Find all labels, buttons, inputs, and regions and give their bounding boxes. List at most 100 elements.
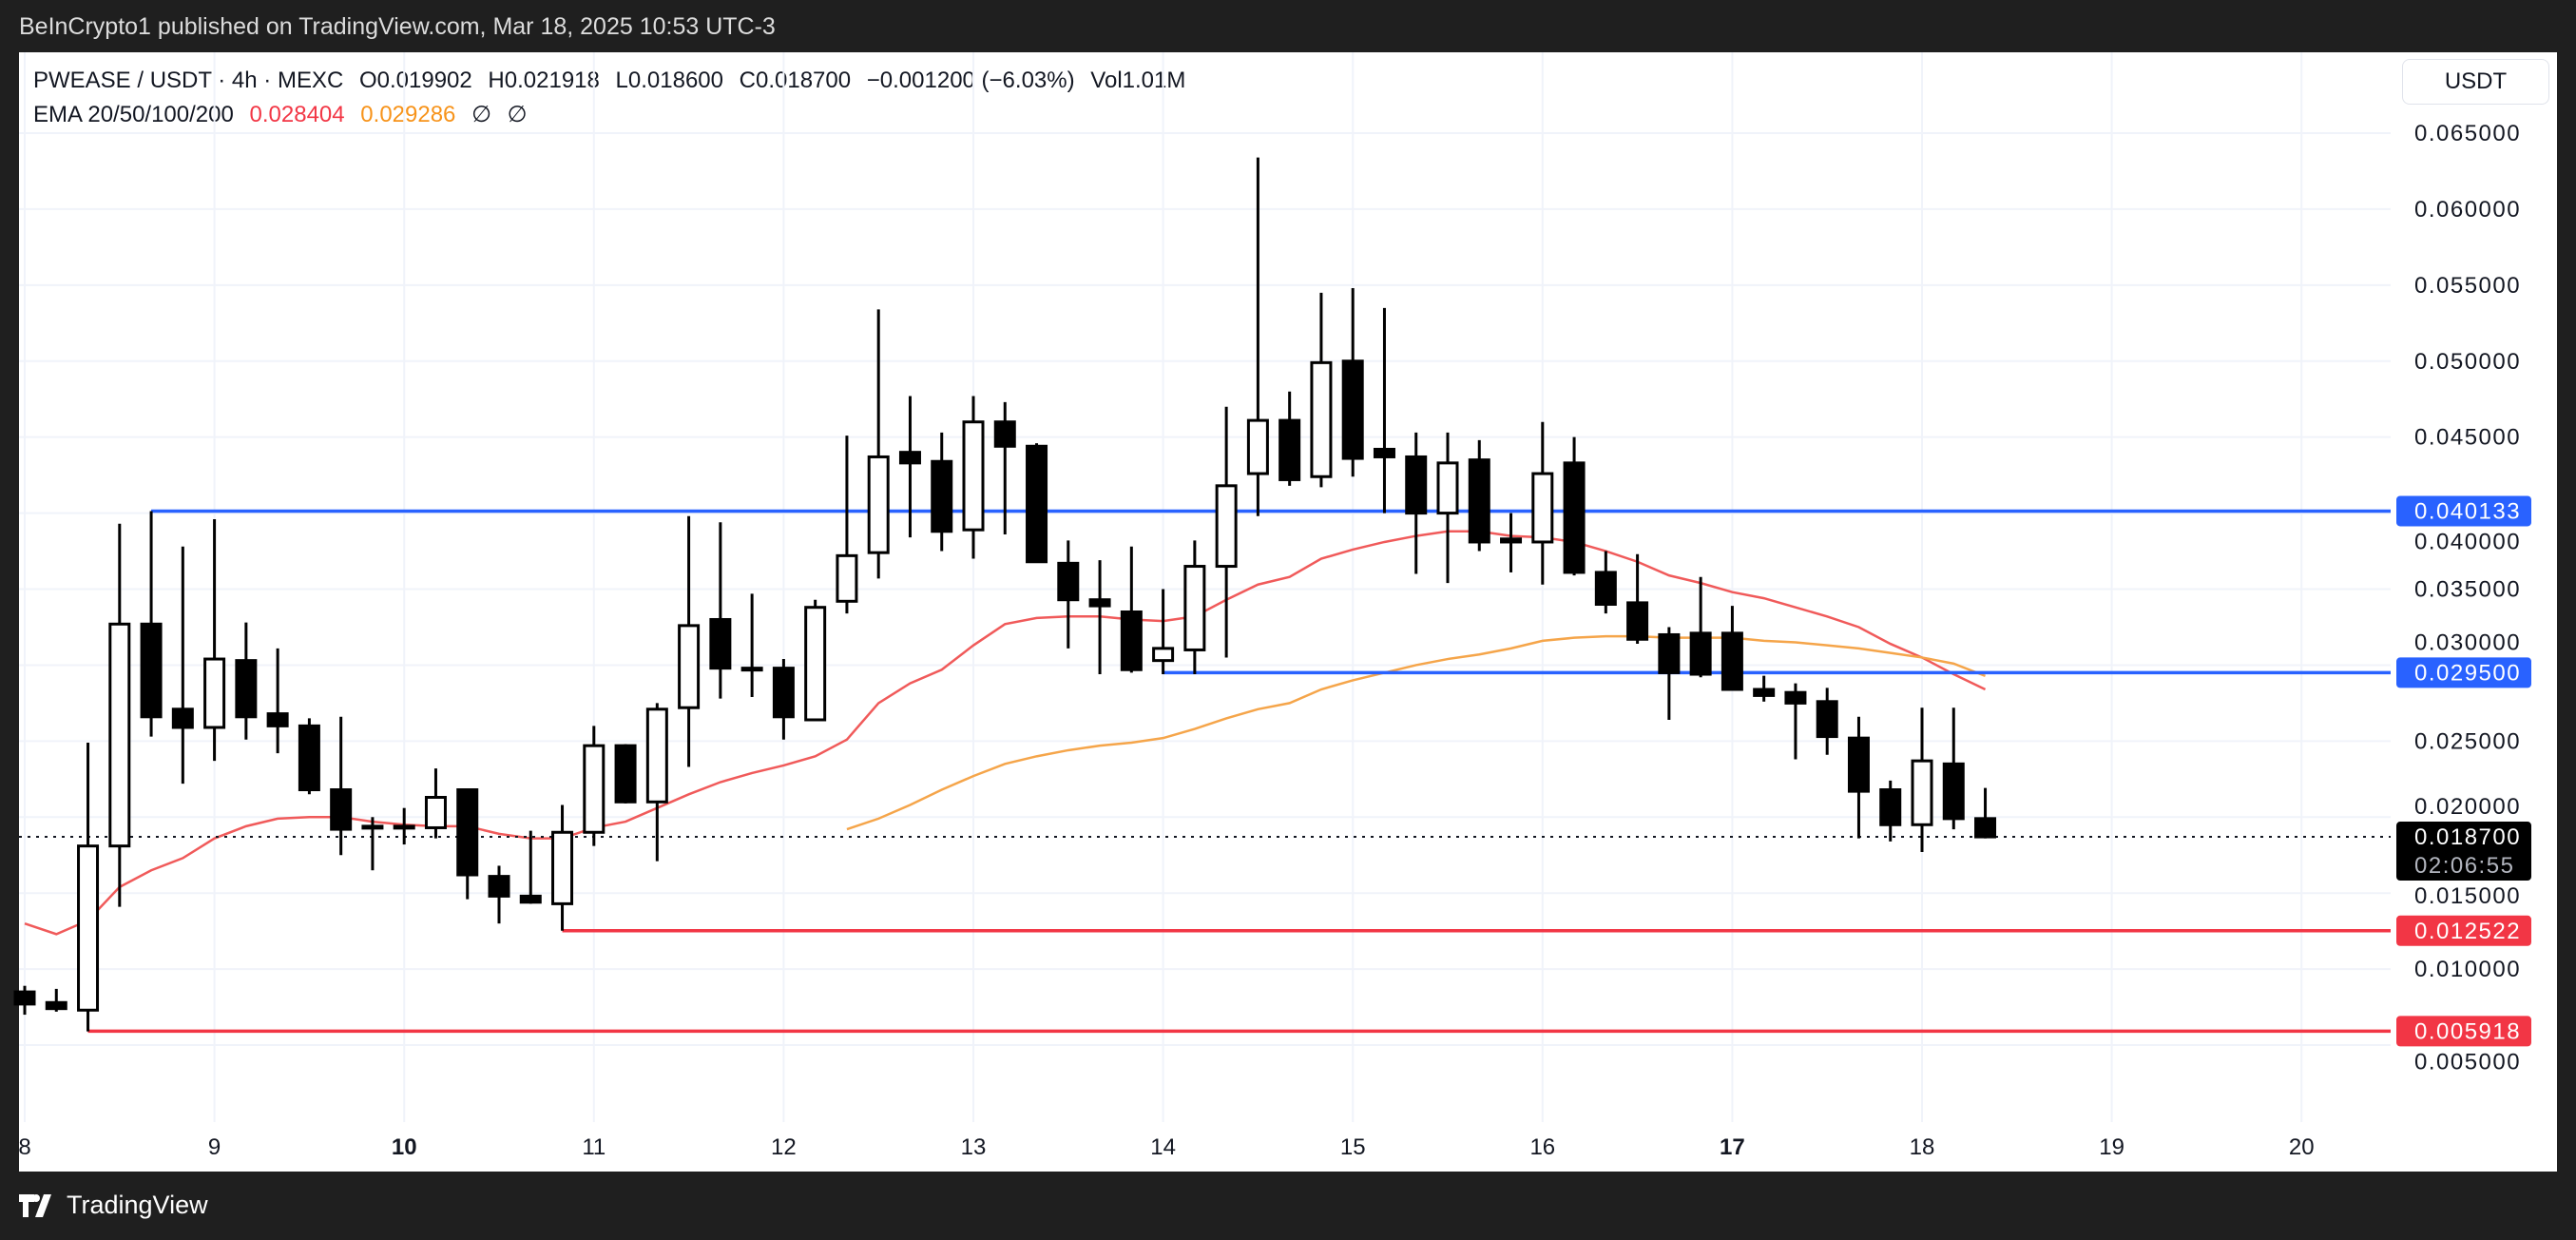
price-tick-label: 0.040000 <box>2414 529 2521 554</box>
candle-bearish[interactable] <box>1057 561 1080 602</box>
candle-bearish[interactable] <box>1594 571 1617 607</box>
tradingview-logo[interactable]: TradingView <box>19 1191 208 1220</box>
candle-bearish[interactable] <box>614 744 637 804</box>
candle-bullish[interactable] <box>867 455 890 554</box>
support-price-tag-label: 0.005918 <box>2414 1018 2521 1044</box>
candle-bearish[interactable] <box>1278 418 1301 481</box>
candle-bullish[interactable] <box>1152 647 1175 663</box>
price-tick-label: 0.045000 <box>2414 425 2521 451</box>
bar-countdown-label: 02:06:55 <box>2414 853 2514 879</box>
date-tick-label: 13 <box>961 1134 987 1160</box>
ohlc-open: O0.019902 <box>358 68 472 93</box>
candle-bullish[interactable] <box>551 830 574 905</box>
candle-bullish[interactable] <box>361 824 384 830</box>
candle-bearish[interactable] <box>1120 610 1143 671</box>
brand-name: TradingView <box>67 1191 208 1219</box>
resistance-price-tag-label: 0.040133 <box>2414 498 2521 524</box>
candle-bullish[interactable] <box>1310 360 1333 478</box>
ema-legend: EMA 20/50/100/200 0.028404 0.029286 ∅ ∅ <box>33 101 537 128</box>
candle-bearish[interactable] <box>330 788 353 831</box>
price-tick-label: 0.025000 <box>2414 728 2521 754</box>
candle-bullish[interactable] <box>424 796 447 829</box>
price-tick-label: 0.065000 <box>2414 121 2521 146</box>
currency-button[interactable]: USDT <box>2402 59 2549 105</box>
candle-bullish[interactable] <box>203 657 226 729</box>
candle-bearish[interactable] <box>1847 736 1870 793</box>
candle-bearish[interactable] <box>709 617 732 670</box>
candle-bearish[interactable] <box>993 420 1016 448</box>
date-tick-label: 17 <box>1720 1134 1745 1160</box>
candle-bearish[interactable] <box>1658 632 1681 674</box>
date-tick-label: 9 <box>208 1134 221 1160</box>
date-tick-label: 18 <box>1910 1134 1935 1160</box>
candle-bullish[interactable] <box>836 553 858 603</box>
candle-bearish[interactable] <box>1879 788 1902 826</box>
candle-bearish[interactable] <box>1784 690 1807 705</box>
candle-bullish[interactable] <box>108 622 131 848</box>
support-price-tag <box>2396 1016 2531 1047</box>
volume: Vol1.01M <box>1090 68 1186 93</box>
candle-bearish[interactable] <box>931 459 953 533</box>
price-change: −0.001200 (−6.03%) <box>866 68 1075 93</box>
ohlc-low: L0.018600 <box>615 68 723 93</box>
resistance-price-tag <box>2396 657 2531 688</box>
candle-bearish[interactable] <box>1088 598 1111 608</box>
candle-bullish[interactable] <box>645 707 668 804</box>
candle-bullish[interactable] <box>804 606 827 722</box>
candle-bearish[interactable] <box>1468 458 1490 544</box>
price-tick-label: 0.035000 <box>2414 577 2521 603</box>
candle-bearish[interactable] <box>898 451 921 465</box>
last-price-tag <box>2396 822 2531 882</box>
support-price-tag-label: 0.012522 <box>2414 919 2521 944</box>
candle-bullish[interactable] <box>1215 484 1238 569</box>
candle-bullish[interactable] <box>1183 565 1206 651</box>
candle-bearish[interactable] <box>519 894 542 904</box>
candle-bearish[interactable] <box>298 724 320 792</box>
candle-bearish[interactable] <box>1689 631 1712 676</box>
candle-bearish[interactable] <box>488 875 510 898</box>
candle-bullish[interactable] <box>1531 472 1554 544</box>
candle-bullish[interactable] <box>962 420 985 532</box>
candle-bearish[interactable] <box>1026 444 1048 564</box>
candle-bearish[interactable] <box>1563 461 1586 574</box>
candle-bearish[interactable] <box>45 1000 67 1011</box>
candle-bearish[interactable] <box>1816 700 1838 739</box>
candle-bearish[interactable] <box>140 622 163 719</box>
candle-bearish[interactable] <box>1405 455 1428 515</box>
ohlc-close: C0.018700 <box>739 68 852 93</box>
candle-bearish[interactable] <box>1373 447 1395 458</box>
candle-bullish[interactable] <box>583 744 606 834</box>
ema50-line <box>846 634 1986 831</box>
candle-bearish[interactable] <box>235 659 258 719</box>
candle-bearish[interactable] <box>772 667 795 719</box>
price-tick-label: 0.030000 <box>2414 630 2521 655</box>
candle-bearish[interactable] <box>1721 631 1743 691</box>
candle-bearish[interactable] <box>1500 537 1523 544</box>
candle-bullish[interactable] <box>1246 418 1269 475</box>
candle-bearish[interactable] <box>1626 601 1649 641</box>
date-tick-label: 14 <box>1150 1134 1176 1160</box>
candle-bullish[interactable] <box>678 624 701 709</box>
date-tick-label: 10 <box>392 1134 417 1160</box>
candle-bullish[interactable] <box>393 824 415 830</box>
candle-bullish[interactable] <box>1911 759 1933 826</box>
ohlc-high: H0.021918 <box>488 68 600 93</box>
ema50-value: 0.029286 <box>360 102 456 127</box>
candle-bullish[interactable] <box>1436 461 1459 515</box>
candle-bearish[interactable] <box>1974 817 1997 839</box>
candle-bearish[interactable] <box>1942 762 1965 821</box>
candle-bearish[interactable] <box>740 667 763 672</box>
candle-bearish[interactable] <box>171 707 194 729</box>
right-border <box>2557 52 2576 1172</box>
ema-label[interactable]: EMA 20/50/100/200 <box>33 102 234 127</box>
candle-bearish[interactable] <box>13 990 36 1006</box>
chart-panel[interactable]: PWEASE / USDT · 4h · MEXC O0.019902 H0.0… <box>19 52 2557 1172</box>
candle-bullish[interactable] <box>77 844 100 1012</box>
candle-bearish[interactable] <box>1753 688 1776 697</box>
symbol-name[interactable]: PWEASE / USDT · 4h · MEXC <box>33 68 344 93</box>
candle-bearish[interactable] <box>1341 359 1364 460</box>
price-tick-label: 0.055000 <box>2414 273 2521 299</box>
candle-bearish[interactable] <box>456 788 479 877</box>
candle-bearish[interactable] <box>266 712 289 727</box>
